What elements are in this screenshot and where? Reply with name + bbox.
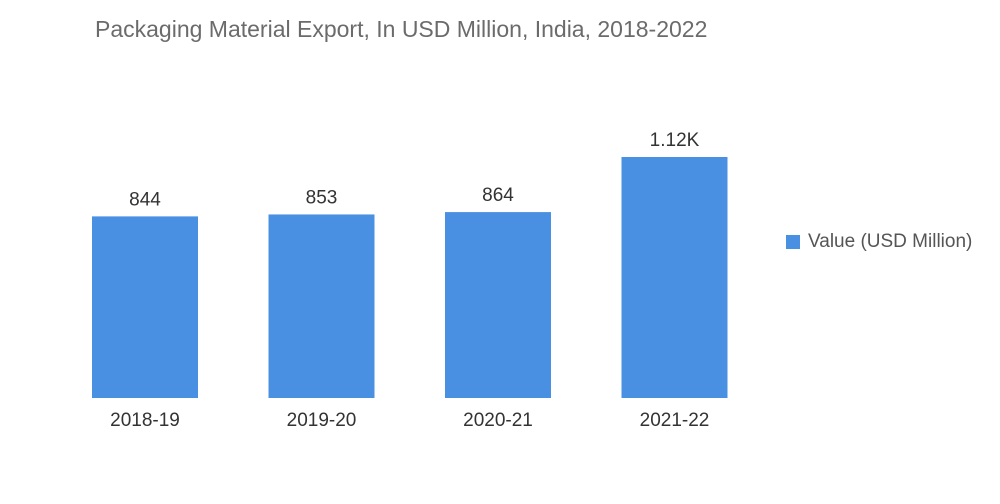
data-label-2018-19: 844 xyxy=(129,189,161,210)
bar-2021-22 xyxy=(621,157,728,398)
chart-title: Packaging Material Export, In USD Millio… xyxy=(95,16,708,42)
data-label-2021-22: 1.12K xyxy=(650,130,700,151)
x-axis-ticks: 2018-19 2019-20 2020-21 2021-22 xyxy=(110,410,709,431)
legend-swatch xyxy=(786,235,800,249)
x-tick-2021-22: 2021-22 xyxy=(640,410,710,431)
data-label-2020-21: 864 xyxy=(482,185,514,206)
bar-2019-20 xyxy=(268,214,375,398)
x-tick-2019-20: 2019-20 xyxy=(287,410,357,431)
bar-2018-19 xyxy=(92,216,198,398)
legend: Value (USD Million) xyxy=(786,231,972,253)
bars xyxy=(92,157,728,398)
data-labels: 844 853 864 1.12K xyxy=(129,130,700,210)
legend-entry: Value (USD Million) xyxy=(808,231,973,252)
x-tick-2018-19: 2018-19 xyxy=(110,410,180,431)
bar-2020-21 xyxy=(445,212,551,398)
data-label-2019-20: 853 xyxy=(306,187,338,208)
x-tick-2020-21: 2020-21 xyxy=(463,410,533,431)
